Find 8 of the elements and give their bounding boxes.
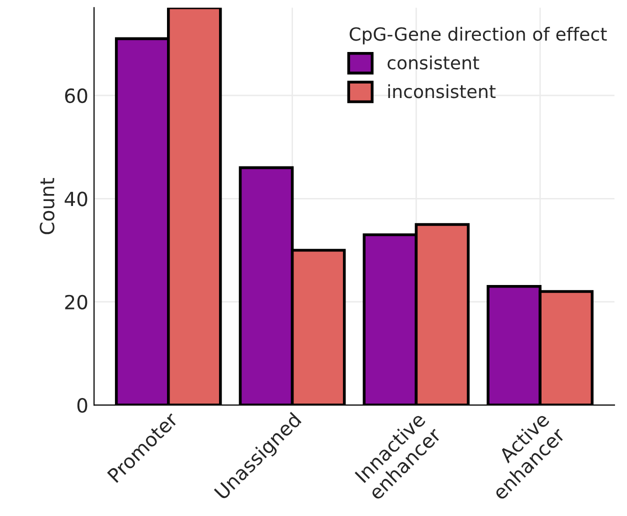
legend-title: CpG-Gene direction of effect	[350, 26, 607, 44]
legend-label: consistent	[388, 56, 480, 70]
y-tick-label: 20	[65, 294, 88, 310]
y-tick-label: 60	[65, 88, 88, 104]
y-tick-label: 40	[64, 192, 88, 206]
y-axis-title: Count	[40, 178, 54, 234]
y-tick-label: 0	[77, 398, 88, 413]
legend-label: inconsistent	[388, 84, 496, 98]
